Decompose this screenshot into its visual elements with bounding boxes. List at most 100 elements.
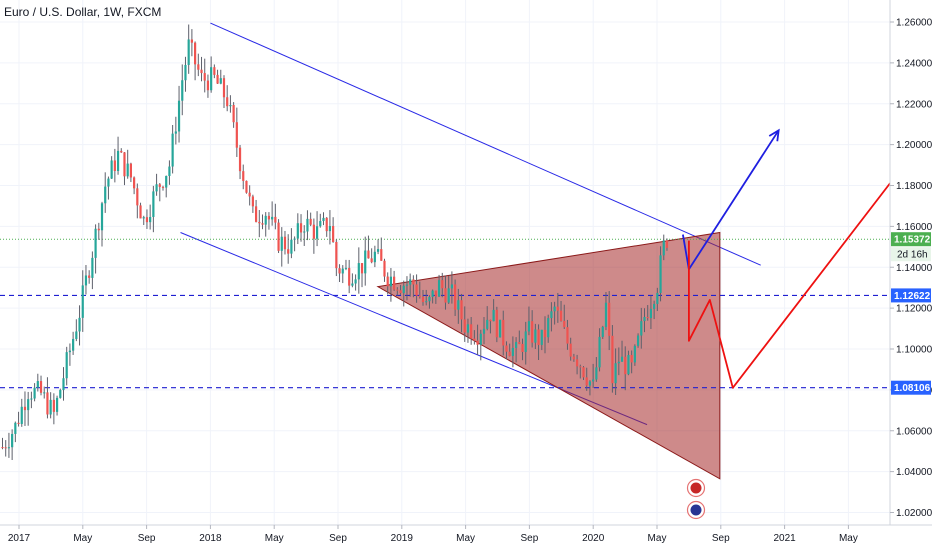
- candle-up: [405, 284, 409, 286]
- candle-down: [17, 422, 20, 424]
- x-tick-label: 2020: [582, 533, 605, 544]
- candle-down: [161, 186, 165, 188]
- candle-up: [171, 133, 174, 167]
- candle-down: [556, 306, 559, 311]
- candle-up: [306, 218, 309, 232]
- candle-down: [1, 447, 4, 449]
- candle-down: [113, 160, 116, 171]
- scenario-arrow-blue-head: [768, 128, 780, 142]
- candle-up: [65, 352, 68, 379]
- y-tick-label: 1.10000: [896, 345, 932, 356]
- eu-flag-event-icon: [686, 500, 706, 520]
- candle-up: [229, 104, 232, 107]
- candle-up: [11, 433, 14, 448]
- candle-up: [389, 276, 393, 287]
- candle-down: [415, 284, 418, 296]
- candle-down: [251, 196, 254, 207]
- candle-down: [97, 228, 100, 231]
- countdown-badge: 2d 16h: [897, 250, 928, 261]
- candle-up: [55, 397, 59, 412]
- candle-down: [518, 342, 521, 344]
- candle-down: [582, 367, 585, 378]
- level-badge: 1.12622: [894, 291, 931, 302]
- candle-up: [409, 279, 412, 285]
- candle-up: [110, 160, 113, 179]
- candle-down: [531, 321, 534, 343]
- candle-up: [437, 280, 441, 297]
- x-tick-label: May: [648, 533, 667, 544]
- candle-down: [133, 177, 136, 189]
- candle-down: [158, 184, 161, 187]
- candle-up: [351, 283, 354, 286]
- candle-down: [261, 223, 264, 225]
- candle-up: [165, 175, 168, 188]
- candle-up: [91, 257, 94, 278]
- candle-up: [431, 290, 434, 297]
- x-tick-label: 2018: [199, 533, 222, 544]
- candle-down: [46, 392, 49, 415]
- candle-up: [498, 319, 502, 338]
- candle-up: [210, 67, 213, 91]
- candle-down: [624, 356, 627, 375]
- symbol-title: Euro / U.S. Dollar, 1W, FXCM: [4, 5, 162, 19]
- candle-down: [608, 302, 611, 336]
- candle-down: [242, 171, 245, 181]
- candle-down: [129, 163, 132, 178]
- y-tick-label: 1.26000: [896, 18, 932, 29]
- candle-up: [550, 311, 553, 319]
- candle-up: [264, 215, 267, 225]
- candle-up: [527, 321, 531, 332]
- x-tick-label: 2019: [391, 533, 414, 544]
- candle-up: [627, 355, 630, 375]
- candle-down: [299, 223, 303, 233]
- candle-up: [296, 223, 299, 239]
- candle-up: [33, 387, 36, 399]
- candle-down: [473, 338, 476, 341]
- candle-up: [107, 178, 110, 187]
- countdown-badge-bg: [891, 247, 931, 262]
- candle-up: [59, 390, 62, 398]
- candle-up: [72, 338, 75, 351]
- level-badge: 1.08106: [894, 383, 931, 394]
- y-tick-label: 1.06000: [896, 426, 932, 437]
- candle-up: [547, 318, 550, 338]
- candle-down: [206, 80, 210, 91]
- y-tick-label: 1.12000: [896, 304, 932, 315]
- candle-up: [322, 217, 325, 222]
- candle-up: [595, 367, 598, 380]
- candle-up: [653, 303, 656, 309]
- candle-down: [543, 329, 547, 338]
- candle-down: [367, 250, 370, 259]
- candle-up: [43, 392, 46, 394]
- candle-up: [662, 240, 665, 256]
- candle-down: [470, 324, 473, 339]
- x-tick-label: Sep: [329, 533, 347, 544]
- candle-up: [36, 381, 39, 388]
- candle-up: [126, 163, 129, 177]
- candle-down: [245, 180, 248, 193]
- candle-up: [402, 285, 405, 294]
- candle-down: [120, 150, 123, 153]
- candle-down: [52, 399, 55, 412]
- candle-down: [274, 216, 277, 223]
- candle-down: [454, 284, 457, 310]
- candle-up: [617, 361, 620, 364]
- candle-up: [219, 78, 222, 84]
- candle-down: [23, 406, 27, 411]
- candle-down: [537, 329, 540, 345]
- candle-up: [636, 335, 640, 346]
- candle-up: [515, 342, 518, 348]
- candle-down: [39, 381, 43, 393]
- candle-up: [142, 217, 145, 219]
- x-tick-label: Sep: [521, 533, 539, 544]
- candle-up: [184, 64, 187, 81]
- candle-up: [328, 226, 332, 232]
- drawings-back: [0, 22, 890, 480]
- us-flag-event-icon: [686, 478, 706, 498]
- candle-down: [283, 236, 287, 250]
- candle-up: [524, 331, 527, 352]
- candle-up: [511, 347, 514, 356]
- candle-up: [376, 249, 380, 252]
